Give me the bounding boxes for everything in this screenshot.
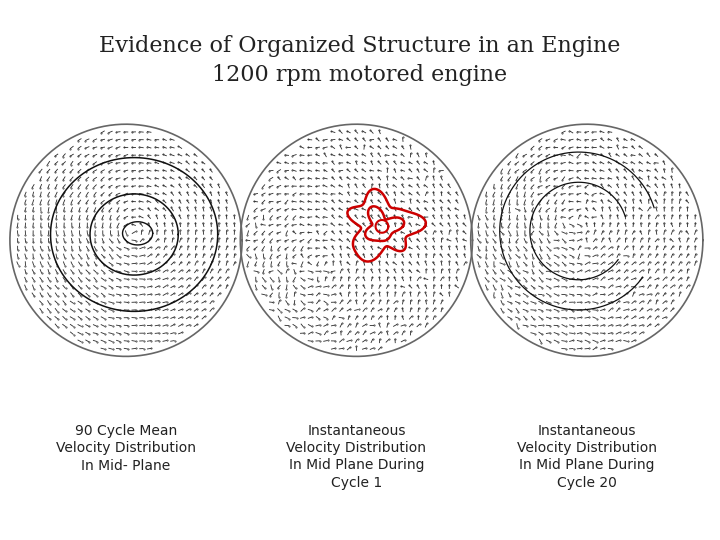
Text: Instantaneous
Velocity Distribution
In Mid Plane During
Cycle 20: Instantaneous Velocity Distribution In M… bbox=[517, 424, 657, 490]
Text: Evidence of Organized Structure in an Engine
1200 rpm motored engine: Evidence of Organized Structure in an En… bbox=[99, 35, 621, 86]
Text: Instantaneous
Velocity Distribution
In Mid Plane During
Cycle 1: Instantaneous Velocity Distribution In M… bbox=[287, 424, 426, 490]
Text: 90 Cycle Mean
Velocity Distribution
In Mid- Plane: 90 Cycle Mean Velocity Distribution In M… bbox=[56, 424, 196, 472]
